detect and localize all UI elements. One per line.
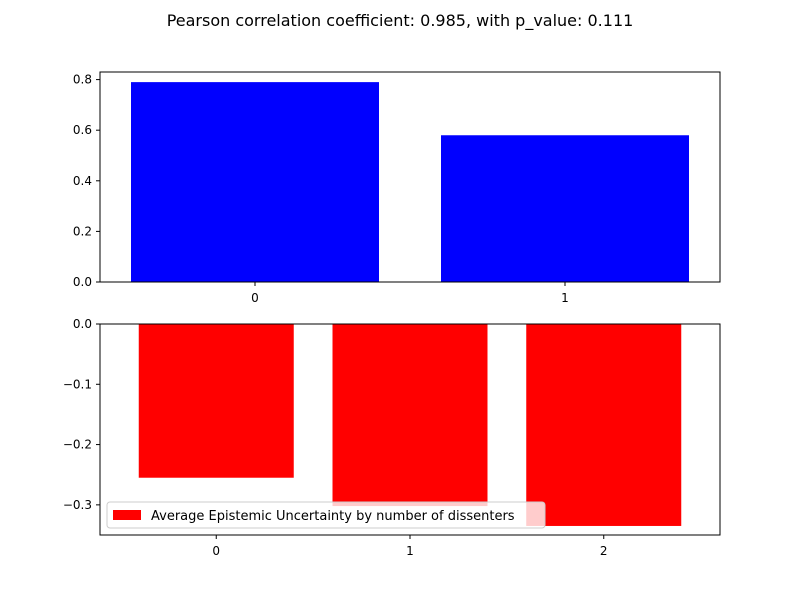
bottom-legend: Average Epistemic Uncertainty by number …: [106, 501, 546, 529]
figure-suptitle: Pearson correlation coefficient: 0.985, …: [167, 11, 634, 31]
bottom-ytick-label: −0.3: [63, 498, 92, 512]
top-ytick-label: 0.8: [73, 73, 92, 87]
bottom-ytick-label: −0.1: [63, 377, 92, 391]
top-xtick-label: 0: [251, 291, 259, 305]
bottom-bar-0: [138, 324, 294, 478]
bottom-legend-box: [106, 501, 546, 529]
top-bar-chart: 0.0 0.2 0.4 0.6 0.8 0 1: [73, 71, 721, 305]
top-xtick-label: 1: [561, 291, 569, 305]
bottom-ytick-label: 0.0: [73, 317, 92, 331]
bottom-bar-chart: 0.0 −0.1 −0.2 −0.3 0 1 2 Average Epistemic Unce…: [63, 317, 721, 558]
top-ytick-label: 0.6: [73, 123, 92, 137]
bottom-bar-2: [526, 324, 682, 526]
bottom-legend-swatch: [113, 510, 141, 520]
bottom-legend-label: Average Epistemic Uncertainty by number …: [151, 509, 515, 524]
top-bar-1: [441, 135, 689, 282]
bottom-xtick-label: 0: [212, 544, 220, 558]
top-axes-frame: [99, 71, 721, 283]
bottom-bar-1: [332, 324, 488, 507]
bottom-ytick-label: −0.2: [63, 438, 92, 452]
bottom-xtick-label: 2: [600, 544, 608, 558]
top-bar-0: [131, 82, 379, 282]
top-ytick-label: 0.0: [73, 275, 92, 289]
top-ytick-label: 0.4: [73, 174, 92, 188]
top-ytick-label: 0.2: [73, 224, 92, 238]
bottom-xtick-label: 1: [406, 544, 414, 558]
